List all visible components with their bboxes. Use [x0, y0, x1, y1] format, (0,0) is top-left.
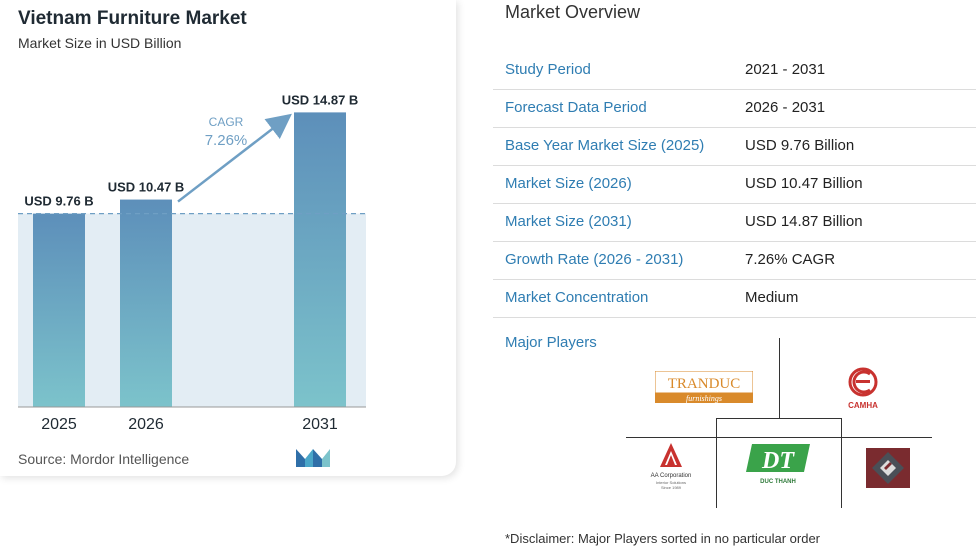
tranduc-logo: TRANDUC furnishings [655, 371, 753, 403]
overview-row-label: Market Size (2031) [505, 213, 632, 230]
bar-2025 [33, 213, 85, 407]
overview-row-value: Medium [745, 289, 799, 306]
player-logo-emblem-icon [866, 448, 910, 488]
data-label: USD 14.87 B [282, 92, 359, 107]
overview-row-label: Study Period [505, 61, 591, 78]
tranduc-logo-tagline: furnishings [686, 394, 722, 403]
x-tick-label: 2026 [128, 416, 164, 433]
overview-row: Forecast Data Period 2026 - 2031 [493, 90, 976, 128]
overview-row-label: Base Year Market Size (2025) [505, 137, 705, 154]
duc-thanh-logo: DT DUC THANH [746, 444, 810, 485]
overview-row: Base Year Market Size (2025) USD 9.76 Bil… [493, 128, 976, 166]
overview-row-label: Market Size (2026) [505, 175, 632, 192]
players-divider [841, 418, 842, 508]
bar-2026 [120, 199, 172, 407]
aa-corporation-logo: AA Corporation Interior Solutions Since … [651, 443, 692, 490]
bar-chart: USD 9.76 B 2025 USD 10.47 B 2026 USD 14.87 B… [18, 92, 366, 433]
duc-thanh-mark: DT [761, 448, 795, 474]
chart-card: USD 9.76 B 2025 USD 10.47 B 2026 USD 14.87 B… [0, 0, 456, 476]
overview-row: Growth Rate (2026 - 2031) 7.26% CAGR [493, 242, 976, 280]
aa-logo-text: AA Corporation [651, 473, 692, 479]
x-tick-label: 2025 [41, 416, 77, 433]
overview-row-value: 7.26% CAGR [745, 251, 836, 268]
overview-row-value: 2021 - 2031 [745, 61, 826, 78]
x-tick-label: 2031 [302, 416, 338, 433]
source-note: Source: Mordor Intelligence [18, 451, 190, 467]
overview-row-value: USD 10.47 Billion [745, 175, 863, 192]
players-title: Major Players [505, 334, 597, 351]
cagr-value: 7.26% [205, 132, 248, 149]
disclaimer: *Disclaimer: Major Players sorted in no … [505, 531, 821, 546]
players-divider [779, 338, 780, 418]
players-divider [716, 418, 842, 419]
players-divider [716, 418, 717, 508]
aa-logo-tagline: Interior Solutions [656, 480, 686, 485]
cagr-label: CAGR [209, 115, 244, 129]
camha-logo: CAMHA [848, 367, 878, 410]
overview-title: Market Overview [505, 2, 641, 22]
chart-title: Vietnam Furniture Market [18, 8, 247, 29]
players-divider [626, 437, 932, 438]
overview-row: Market Size (2026) USD 10.47 Billion [493, 166, 976, 204]
data-label: USD 10.47 B [108, 180, 185, 195]
duc-thanh-text: DUC THANH [760, 479, 796, 485]
data-label: USD 9.76 B [24, 194, 93, 209]
overview-row-label: Market Concentration [505, 289, 649, 306]
aa-logo-since: Since 1989 [661, 485, 682, 490]
overview-row: Market Concentration Medium [493, 280, 976, 318]
chart-subtitle: Market Size in USD Billion [18, 35, 182, 51]
tranduc-logo-text: TRANDUC [668, 376, 741, 392]
overview-row-label: Growth Rate (2026 - 2031) [505, 251, 684, 268]
overview-row-value: 2026 - 2031 [745, 99, 826, 116]
overview-row-value: USD 9.76 Billion [745, 137, 855, 154]
mordor-logo-icon [296, 449, 330, 467]
overview-row-value: USD 14.87 Billion [745, 213, 863, 230]
overview-row-label: Forecast Data Period [505, 99, 647, 116]
bar-2031 [294, 112, 346, 407]
overview-row: Study Period 2021 - 2031 [493, 52, 976, 90]
overview-row: Market Size (2031) USD 14.87 Billion [493, 204, 976, 242]
cagr-arrow [177, 113, 292, 203]
camha-logo-text: CAMHA [848, 401, 878, 410]
